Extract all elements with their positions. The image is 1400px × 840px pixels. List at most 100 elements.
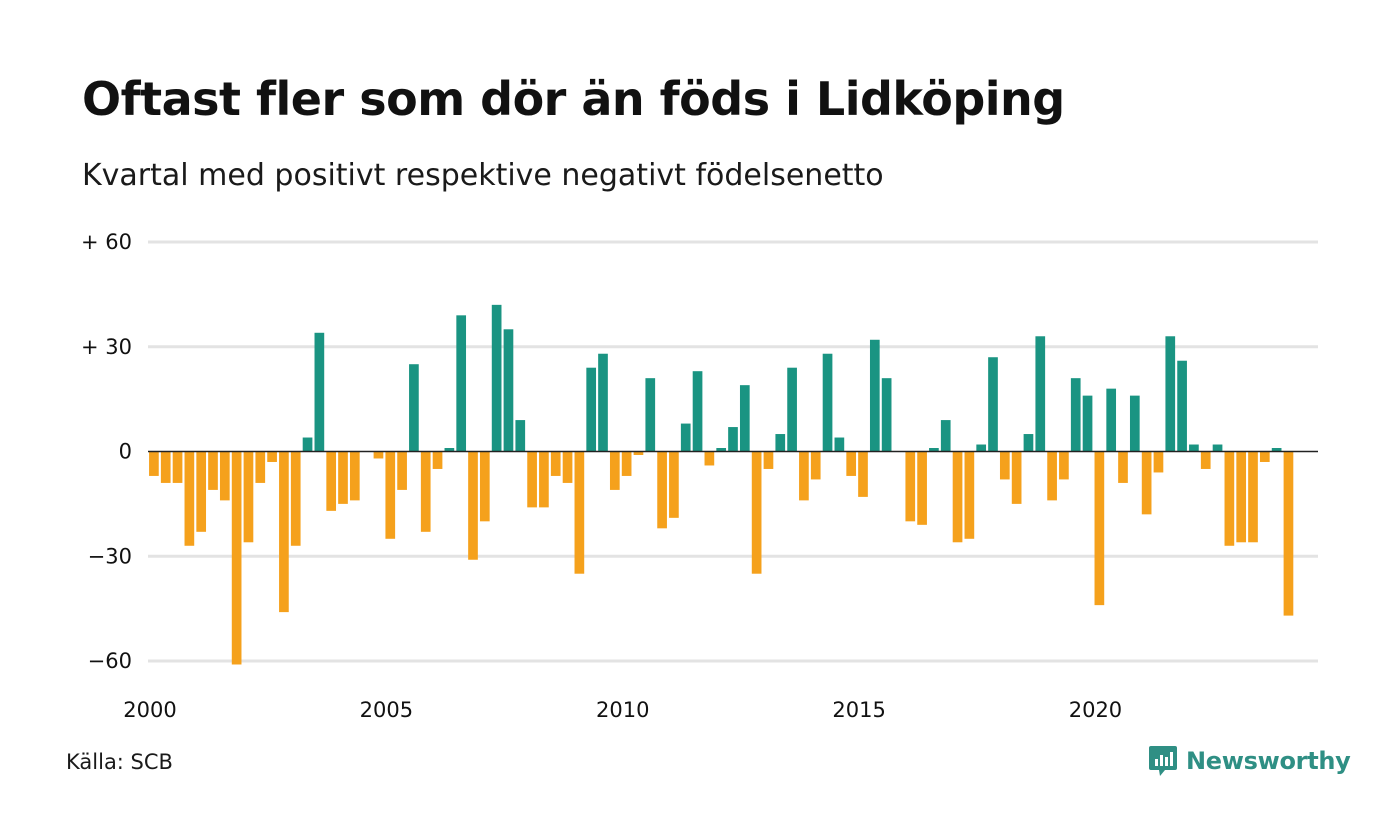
bar-2014Q4 — [846, 451, 857, 476]
bar-2009Q3 — [598, 353, 608, 452]
x-tick-label: 2000 — [123, 698, 176, 722]
bar-2017Q3 — [976, 444, 987, 452]
bar-2011Q4 — [704, 451, 715, 466]
bar-2004Q1 — [338, 451, 348, 504]
bar-2006Q2 — [444, 448, 455, 452]
bar-2000Q2 — [160, 451, 171, 483]
newsworthy-logo-icon — [1149, 746, 1177, 776]
bar-2010Q3 — [645, 378, 656, 452]
bar-2013Q4 — [799, 451, 809, 501]
bar-2005Q3 — [409, 364, 419, 452]
bar-2016Q4 — [940, 420, 951, 452]
bar-2019Q1 — [1047, 451, 1057, 501]
bar-2008Q4 — [562, 451, 573, 483]
bar-2002Q1 — [243, 451, 254, 543]
bar-2018Q1 — [999, 451, 1010, 480]
bar-2010Q4 — [657, 451, 667, 529]
bar-2003Q2 — [302, 437, 313, 452]
bar-2015Q2 — [869, 339, 880, 452]
bar-2007Q3 — [503, 329, 514, 452]
chart-subtitle: Kvartal med positivt respektive negativt… — [82, 158, 884, 193]
bar-2021Q3 — [1165, 336, 1176, 452]
bar-2006Q1 — [432, 451, 443, 469]
bar-2010Q1 — [621, 451, 632, 476]
bar-2013Q3 — [787, 367, 797, 452]
bar-2012Q4 — [751, 451, 762, 574]
bar-2012Q1 — [716, 448, 727, 452]
chart-title: Oftast fler som dör än föds i Lidköping — [82, 72, 1065, 126]
bar-2019Q4 — [1082, 395, 1093, 452]
bar-2009Q4 — [609, 451, 620, 490]
bar-2023Q3 — [1259, 451, 1270, 462]
bar-2007Q4 — [515, 420, 526, 452]
bar-2016Q3 — [929, 448, 939, 452]
bar-2011Q1 — [669, 451, 679, 518]
bar-2001Q1 — [196, 451, 207, 532]
bar-2005Q2 — [397, 451, 407, 490]
bar-2006Q3 — [456, 315, 467, 452]
bar-2001Q4 — [231, 451, 242, 665]
bar-2022Q4 — [1224, 451, 1235, 546]
bar-2009Q1 — [574, 451, 585, 574]
bar-2014Q1 — [810, 451, 821, 480]
bar-2015Q3 — [881, 378, 892, 452]
x-tick-label: 2010 — [596, 698, 649, 722]
bar-2013Q1 — [763, 451, 774, 469]
bar-2003Q3 — [314, 332, 325, 452]
bar-2002Q4 — [279, 451, 289, 613]
bar-2021Q2 — [1153, 451, 1164, 473]
bar-2007Q2 — [491, 304, 502, 452]
brand-logo[interactable]: Newsworthy — [1148, 744, 1351, 778]
bar-2020Q1 — [1094, 451, 1105, 606]
bar-2008Q3 — [550, 451, 561, 476]
bar-2017Q4 — [988, 357, 998, 452]
bar-2000Q1 — [149, 451, 159, 476]
bar-2006Q4 — [468, 451, 478, 560]
bar-2007Q1 — [479, 451, 490, 522]
y-tick-label: −30 — [88, 544, 132, 568]
bar-2004Q4 — [373, 451, 384, 459]
bar-2020Q3 — [1118, 451, 1128, 483]
y-tick-label: + 30 — [81, 335, 132, 359]
bar-2016Q1 — [905, 451, 916, 522]
bar-2014Q2 — [822, 353, 833, 452]
bar-2018Q2 — [1011, 451, 1022, 504]
bar-2023Q1 — [1236, 451, 1247, 543]
bar-2015Q1 — [858, 451, 868, 497]
bar-2023Q4 — [1271, 448, 1282, 452]
bar-2022Q2 — [1200, 451, 1211, 469]
axes: + 60 + 30 0 −30 −60 2000 2005 2010 2015 2020 — [81, 230, 1318, 722]
bar-2003Q4 — [326, 451, 337, 511]
bar-2017Q2 — [964, 451, 975, 539]
y-tick-label: + 60 — [81, 230, 132, 254]
bar-2004Q2 — [349, 451, 360, 501]
bar-2009Q2 — [586, 367, 597, 452]
bar-2003Q1 — [290, 451, 301, 546]
bar-2012Q3 — [739, 385, 750, 452]
y-tick-label: −60 — [88, 649, 132, 673]
bar-2002Q2 — [255, 451, 266, 483]
bar-2016Q2 — [917, 451, 927, 525]
bar-2000Q4 — [184, 451, 195, 546]
source-note: Källa: SCB — [66, 750, 173, 774]
brand-name: Newsworthy — [1186, 747, 1351, 775]
bar-2008Q2 — [539, 451, 549, 508]
gridlines — [148, 240, 1318, 663]
bar-2011Q2 — [680, 423, 691, 452]
bar-2019Q2 — [1059, 451, 1069, 480]
bar-2021Q4 — [1177, 360, 1187, 452]
bar-2022Q1 — [1189, 444, 1199, 452]
bar-2012Q2 — [728, 427, 738, 452]
bar-2014Q3 — [834, 437, 845, 452]
x-tick-label: 2020 — [1069, 698, 1122, 722]
bar-2001Q2 — [208, 451, 218, 490]
bars — [149, 304, 1294, 665]
x-tick-label: 2005 — [360, 698, 413, 722]
bar-2020Q4 — [1129, 395, 1140, 452]
bar-2005Q1 — [385, 451, 396, 539]
bar-2019Q3 — [1070, 378, 1081, 452]
bar-2011Q3 — [692, 371, 703, 452]
bar-2017Q1 — [952, 451, 963, 543]
bar-2022Q3 — [1212, 444, 1223, 452]
